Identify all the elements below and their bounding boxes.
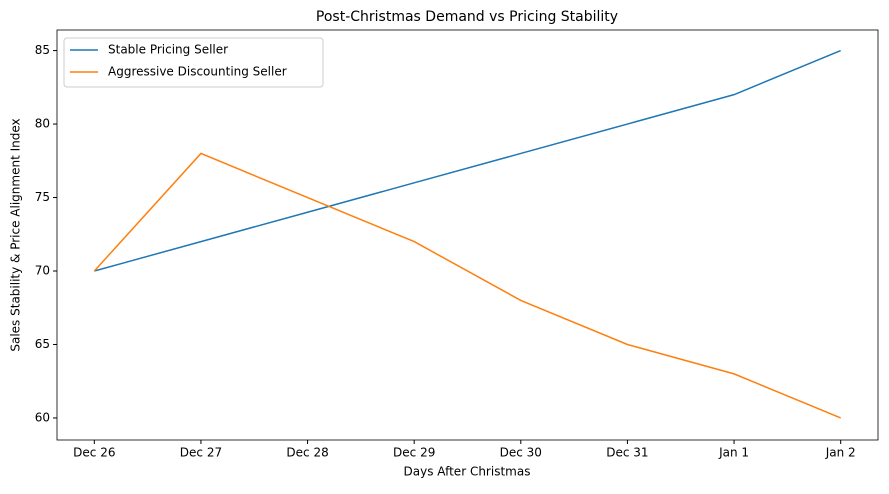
y-tick-label: 75	[35, 190, 50, 204]
series-line	[94, 49, 841, 272]
legend-box	[63, 37, 324, 88]
x-tick-label: Dec 31	[606, 446, 648, 460]
x-tick-label: Dec 29	[393, 446, 435, 460]
y-axis-label: Sales Stability & Price Alignment Index	[9, 118, 23, 351]
x-axis-label: Days After Christmas	[404, 465, 531, 479]
y-tick-label: 80	[35, 117, 50, 131]
chart-title: Post-Christmas Demand vs Pricing Stabili…	[316, 9, 618, 25]
y-tick-label: 70	[35, 264, 50, 278]
y-tick-label: 65	[35, 337, 50, 351]
x-tick-label: Dec 27	[180, 446, 222, 460]
x-tick-label: Dec 30	[500, 446, 542, 460]
x-tick-label: Jan 1	[718, 446, 749, 460]
x-tick-label: Dec 28	[286, 446, 328, 460]
y-tick-label: 85	[35, 43, 50, 57]
series-line	[93, 152, 841, 419]
plot-frame	[56, 29, 879, 441]
y-tick-label: 60	[35, 410, 50, 424]
legend-label: Aggressive Discounting Seller	[108, 65, 287, 79]
legend-label: Stable Pricing Seller	[108, 43, 228, 57]
x-tick-label: Jan 2	[825, 446, 856, 460]
x-tick-label: Dec 26	[73, 446, 115, 460]
